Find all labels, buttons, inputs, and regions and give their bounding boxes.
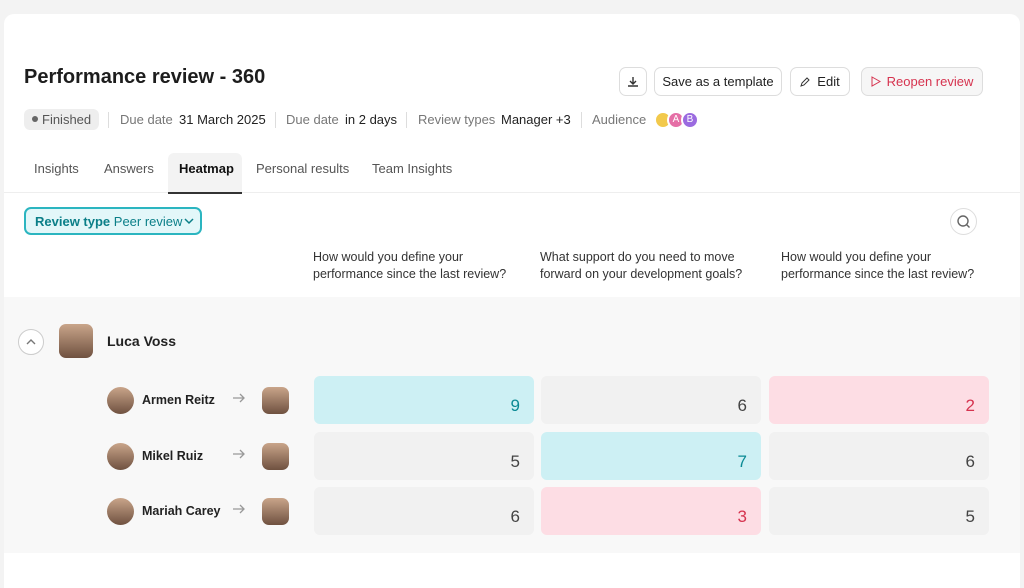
filter-chip[interactable]: Review type Peer review — [24, 207, 202, 235]
heatmap-cell: 5 — [769, 487, 989, 535]
divider — [4, 192, 1020, 193]
collapse-button[interactable] — [18, 329, 44, 355]
audience-avatar: B — [681, 111, 699, 129]
heatmap-cell: 3 — [541, 487, 761, 535]
heatmap-cell: 9 — [314, 376, 534, 424]
meta-label: Due date — [120, 112, 173, 127]
question-header: What support do you need to move forward… — [540, 250, 743, 281]
edit-button[interactable]: Edit — [790, 67, 850, 96]
save-template-button[interactable]: Save as a template — [654, 67, 782, 96]
chevron — [184, 218, 194, 225]
reviewee-avatar — [59, 324, 93, 358]
active-tab-underline — [168, 192, 242, 194]
audience-avatar: A — [667, 111, 685, 129]
heatmap-cell: 2 — [769, 376, 989, 424]
edit-icon — [800, 77, 811, 87]
search-button[interactable] — [950, 208, 977, 235]
arrow — [232, 502, 246, 520]
tab[interactable]: Personal results — [256, 161, 350, 176]
status-badge: Finished — [24, 109, 100, 130]
page-title: Performance review - 360 — [24, 66, 266, 88]
reviewee-avatar — [262, 443, 289, 470]
tab[interactable]: Insights — [34, 161, 79, 176]
button-label: Save as a template — [662, 74, 774, 89]
status: Finished — [42, 112, 92, 127]
meta-label: Due date — [286, 112, 339, 127]
reviewer-avatar — [107, 387, 134, 414]
reviewer-avatar — [107, 498, 134, 525]
filter-label: Review type — [35, 214, 111, 229]
meta-value: in 2 days — [345, 112, 398, 127]
button-label: Reopen review — [886, 74, 974, 89]
arrow — [232, 391, 246, 409]
heatmap-cell: 7 — [541, 432, 761, 480]
question-header: How would you define your performance si… — [313, 250, 507, 281]
download-icon — [628, 76, 638, 87]
reviewer-name: Mariah Carey — [142, 504, 221, 518]
filter-value: Peer review — [113, 214, 183, 229]
reviewee-avatar — [262, 498, 289, 525]
reopen-button[interactable]: Reopen review — [861, 67, 983, 96]
tab[interactable]: Team Insights — [372, 161, 453, 176]
meta-label: Review types — [418, 112, 496, 127]
tab[interactable]: Answers — [104, 161, 154, 176]
heatmap-cell: 6 — [541, 376, 761, 424]
reviewer-name: Armen Reitz — [142, 393, 215, 407]
heatmap-cell: 6 — [314, 487, 534, 535]
play-icon — [871, 76, 881, 87]
button-label: Edit — [817, 74, 840, 89]
heatmap-cell: 6 — [769, 432, 989, 480]
tab[interactable]: Heatmap — [179, 161, 234, 176]
download-button[interactable] — [619, 67, 647, 96]
meta-value: 31 March 2025 — [179, 112, 266, 127]
reviewee-name: Luca Voss — [107, 333, 176, 349]
search-icon — [957, 215, 970, 228]
arrow — [232, 447, 246, 465]
meta-value: Manager +3 — [501, 112, 571, 127]
question-header: How would you define your performance si… — [781, 250, 975, 281]
heatmap-cell: 5 — [314, 432, 534, 480]
reviewer-name: Mikel Ruiz — [142, 449, 204, 463]
meta-label: Audience — [592, 112, 647, 127]
reviewer-avatar — [107, 443, 134, 470]
reviewee-avatar — [262, 387, 289, 414]
active-tab-bg — [168, 153, 242, 192]
